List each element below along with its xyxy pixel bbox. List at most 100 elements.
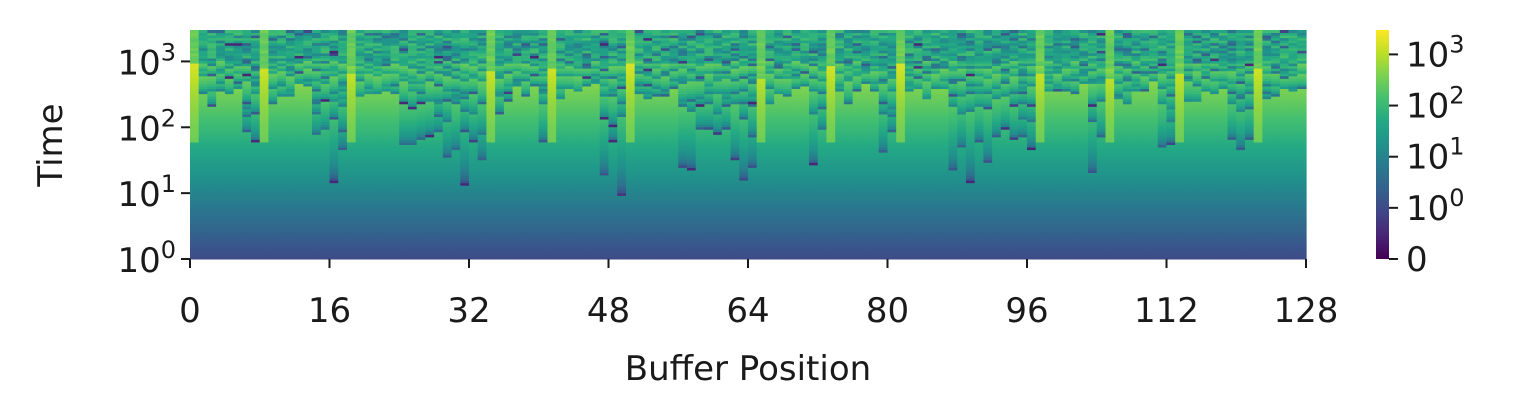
heatmap-cell (338, 111, 348, 115)
heatmap-cell (277, 241, 287, 245)
heatmap-cell (469, 47, 479, 51)
heatmap-cell (259, 116, 270, 120)
heatmap-cell (294, 98, 304, 102)
heatmap-cell (442, 243, 453, 247)
heatmap-cell (599, 180, 610, 184)
heatmap-cell (390, 231, 400, 235)
heatmap-cell (338, 172, 348, 176)
heatmap-cell (582, 220, 592, 224)
heatmap-cell (573, 241, 583, 245)
heatmap-cell (268, 131, 278, 135)
heatmap-cell (599, 228, 610, 232)
heatmap-cell (242, 83, 252, 87)
heatmap-cell (294, 175, 304, 179)
heatmap-cell (538, 236, 549, 240)
heatmap-cell (242, 223, 252, 227)
heatmap-cell (521, 52, 531, 56)
heatmap-cell (530, 225, 540, 229)
heatmap-cell (381, 233, 392, 237)
heatmap-cell (512, 172, 522, 176)
heatmap-cell (190, 45, 200, 49)
heatmap-cell (643, 65, 653, 69)
heatmap-cell (460, 175, 470, 179)
heatmap-cell (625, 144, 636, 148)
heatmap-cell (407, 152, 418, 156)
heatmap-cell (434, 215, 444, 219)
heatmap-cell (469, 40, 479, 44)
heatmap-cell (190, 65, 200, 69)
heatmap-cell (625, 131, 636, 135)
heatmap-cell (381, 57, 392, 62)
heatmap-cell (495, 119, 505, 123)
heatmap-cell (643, 187, 653, 191)
heatmap-cell (530, 182, 540, 186)
heatmap-cell (617, 192, 627, 196)
heatmap-cell (634, 75, 644, 79)
heatmap-cell (407, 210, 418, 214)
heatmap-cell (277, 91, 287, 95)
heatmap-cell (233, 63, 243, 67)
heatmap-cell (320, 180, 331, 184)
heatmap-cell (486, 129, 496, 133)
heatmap-cell (643, 248, 653, 252)
heatmap-cell (556, 152, 566, 156)
heatmap-cell (190, 185, 200, 189)
heatmap-cell (277, 200, 287, 204)
heatmap-cell (582, 182, 592, 186)
heatmap-cell (285, 195, 296, 199)
heatmap-cell (556, 68, 566, 72)
heatmap-cell (451, 231, 461, 235)
heatmap-cell (617, 159, 627, 163)
heatmap-cell (268, 121, 278, 125)
heatmap-cell (608, 144, 618, 148)
heatmap-cell (460, 91, 470, 95)
heatmap-cell (634, 129, 644, 133)
heatmap-cell (399, 42, 409, 46)
heatmap-cell (312, 93, 322, 97)
heatmap-cell (573, 45, 583, 49)
heatmap-cell (312, 37, 322, 41)
heatmap-cell (233, 190, 243, 194)
heatmap-cell (556, 159, 566, 163)
heatmap-cell (399, 141, 409, 145)
heatmap-cell (643, 30, 653, 34)
heatmap-cell (495, 177, 505, 181)
heatmap-cell (599, 253, 610, 257)
heatmap-cell (259, 200, 270, 204)
heatmap-cell (460, 169, 470, 173)
heatmap-cell (207, 136, 217, 140)
heatmap-cell (320, 139, 331, 143)
heatmap-cell (591, 60, 601, 64)
heatmap-cell (224, 68, 235, 72)
heatmap-cell (381, 129, 392, 133)
heatmap-cell (355, 236, 365, 240)
heatmap-cell (416, 152, 427, 156)
heatmap-cell (625, 139, 636, 143)
heatmap-cell (355, 113, 365, 118)
heatmap-cell (591, 197, 601, 201)
heatmap-cell (512, 159, 522, 163)
heatmap-cell (477, 190, 488, 194)
heatmap-cell (503, 185, 514, 189)
heatmap-cell (442, 131, 453, 135)
heatmap-cell (390, 241, 400, 245)
heatmap-cell (451, 205, 461, 209)
heatmap-cell (216, 197, 226, 201)
heatmap-cell (434, 96, 444, 100)
heatmap-cell (198, 101, 209, 105)
heatmap-cell (416, 251, 427, 255)
heatmap-cell (294, 124, 304, 128)
heatmap-cell (390, 210, 400, 214)
heatmap-cell (268, 205, 278, 209)
heatmap-cell (530, 70, 540, 74)
heatmap-cell (416, 162, 427, 166)
heatmap-cell (469, 103, 479, 107)
heatmap-cell (390, 42, 400, 46)
heatmap-cell (329, 139, 339, 143)
heatmap-cell (338, 45, 348, 49)
heatmap-cell (547, 111, 557, 115)
heatmap-cell (425, 75, 435, 79)
heatmap-cell (364, 147, 374, 151)
heatmap-cell (582, 47, 592, 51)
heatmap-cell (530, 80, 540, 84)
